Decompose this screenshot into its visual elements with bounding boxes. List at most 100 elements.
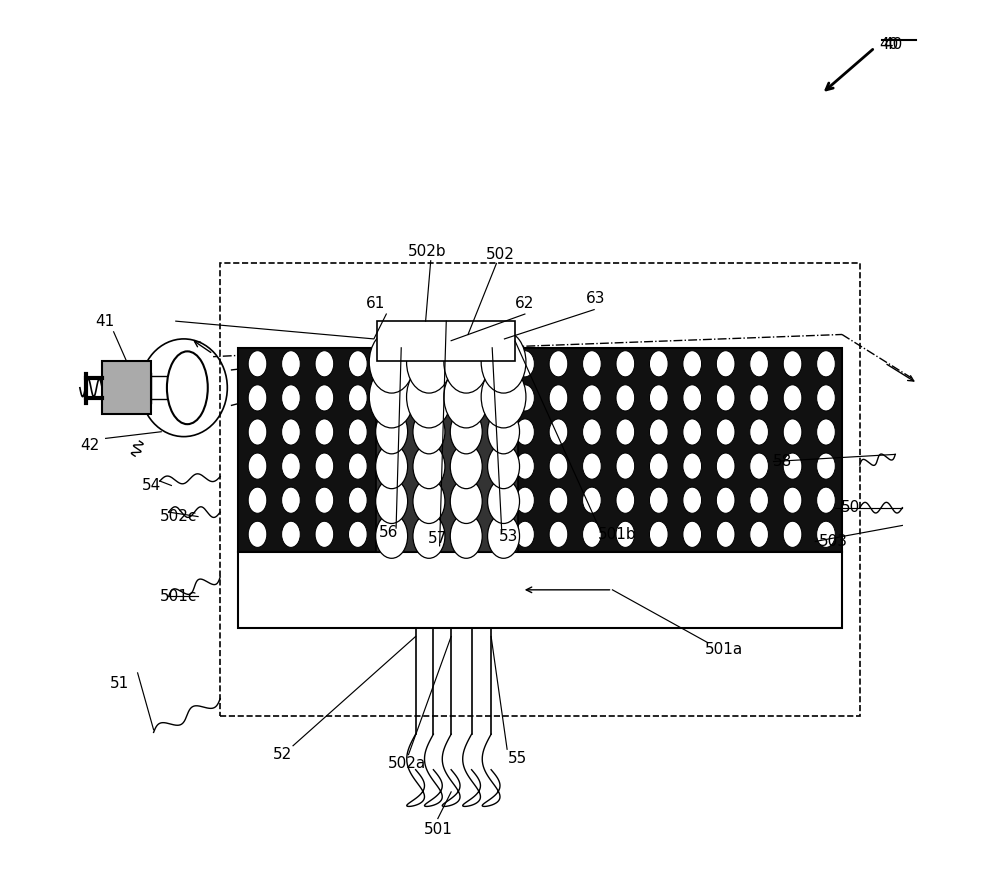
Ellipse shape [783,521,802,547]
Ellipse shape [783,419,802,446]
Ellipse shape [444,331,489,393]
Ellipse shape [683,385,702,411]
Text: 40: 40 [884,37,903,52]
Ellipse shape [616,453,635,479]
Ellipse shape [616,385,635,411]
Ellipse shape [482,487,501,513]
Ellipse shape [315,453,334,479]
Ellipse shape [482,453,501,479]
Ellipse shape [413,410,445,454]
Ellipse shape [716,453,735,479]
Text: 63: 63 [586,291,606,307]
Ellipse shape [369,331,414,393]
Ellipse shape [315,521,334,547]
Ellipse shape [649,419,668,446]
Ellipse shape [315,351,334,377]
Ellipse shape [248,385,267,411]
Ellipse shape [817,351,835,377]
Ellipse shape [248,453,267,479]
Ellipse shape [549,419,568,446]
Ellipse shape [349,419,367,446]
Ellipse shape [449,453,467,479]
Ellipse shape [282,521,300,547]
Text: 50: 50 [841,500,860,515]
Ellipse shape [349,521,367,547]
Text: 62: 62 [515,296,535,311]
Ellipse shape [549,385,568,411]
Ellipse shape [716,487,735,513]
Ellipse shape [449,487,467,513]
Ellipse shape [415,351,434,377]
Ellipse shape [750,453,768,479]
Ellipse shape [415,487,434,513]
Ellipse shape [750,385,768,411]
Ellipse shape [248,351,267,377]
Ellipse shape [516,521,534,547]
Ellipse shape [282,385,300,411]
Ellipse shape [783,385,802,411]
Ellipse shape [583,419,601,446]
Ellipse shape [450,514,482,559]
Bar [102,361,151,414]
Ellipse shape [349,385,367,411]
Bar [220,264,860,716]
Ellipse shape [750,521,768,547]
Ellipse shape [683,487,702,513]
Ellipse shape [382,521,401,547]
Ellipse shape [649,521,668,547]
Ellipse shape [376,514,408,559]
Text: 502: 502 [486,247,514,262]
Ellipse shape [516,487,534,513]
Ellipse shape [415,385,434,411]
Ellipse shape [248,419,267,446]
Ellipse shape [817,385,835,411]
Ellipse shape [315,419,334,446]
Ellipse shape [415,521,434,547]
Ellipse shape [817,453,835,479]
Ellipse shape [488,445,520,488]
Ellipse shape [349,453,367,479]
Ellipse shape [282,487,300,513]
Ellipse shape [449,385,467,411]
Ellipse shape [583,487,601,513]
Ellipse shape [549,453,568,479]
Ellipse shape [716,521,735,547]
Ellipse shape [583,521,601,547]
Ellipse shape [549,351,568,377]
Ellipse shape [516,351,534,377]
Ellipse shape [282,453,300,479]
Ellipse shape [450,479,482,524]
Ellipse shape [683,521,702,547]
Ellipse shape [482,385,501,411]
Text: 57: 57 [428,531,447,546]
Ellipse shape [415,419,434,446]
Text: 42: 42 [80,438,99,453]
Ellipse shape [783,453,802,479]
Ellipse shape [444,365,489,428]
Ellipse shape [616,351,635,377]
Ellipse shape [382,487,401,513]
Ellipse shape [449,521,467,547]
Ellipse shape [407,365,451,428]
Ellipse shape [783,351,802,377]
Ellipse shape [817,487,835,513]
Ellipse shape [349,487,367,513]
Text: 51: 51 [110,676,129,691]
Text: 502c: 502c [160,509,197,524]
Text: 61: 61 [366,296,385,311]
Ellipse shape [413,514,445,559]
Ellipse shape [315,385,334,411]
Bar [238,347,842,552]
Ellipse shape [382,453,401,479]
Bar [376,347,518,552]
Ellipse shape [488,479,520,524]
Ellipse shape [415,453,434,479]
Ellipse shape [750,351,768,377]
Ellipse shape [583,351,601,377]
Ellipse shape [616,419,635,446]
Ellipse shape [449,351,467,377]
Ellipse shape [683,351,702,377]
Text: 501b: 501b [598,527,637,542]
Ellipse shape [482,419,501,446]
Ellipse shape [282,351,300,377]
